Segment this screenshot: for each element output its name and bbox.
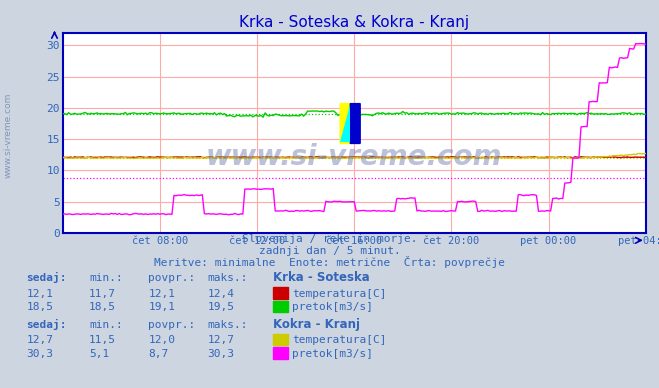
Text: povpr.:: povpr.: (148, 320, 196, 330)
Text: 18,5: 18,5 (26, 302, 53, 312)
Text: maks.:: maks.: (208, 273, 248, 283)
Text: Kokra - Kranj: Kokra - Kranj (273, 318, 360, 331)
Text: 12,7: 12,7 (26, 335, 53, 345)
Text: 30,3: 30,3 (208, 349, 235, 359)
Text: 12,1: 12,1 (148, 289, 175, 299)
Text: 11,5: 11,5 (89, 335, 116, 345)
Text: 30,3: 30,3 (26, 349, 53, 359)
Text: min.:: min.: (89, 320, 123, 330)
Text: 8,7: 8,7 (148, 349, 169, 359)
Text: 12,1: 12,1 (26, 289, 53, 299)
Text: sedaj:: sedaj: (26, 272, 67, 283)
Text: 11,7: 11,7 (89, 289, 116, 299)
Text: povpr.:: povpr.: (148, 273, 196, 283)
Text: 19,1: 19,1 (148, 302, 175, 312)
Text: www.si-vreme.com: www.si-vreme.com (206, 143, 502, 171)
Text: min.:: min.: (89, 273, 123, 283)
Text: pretok[m3/s]: pretok[m3/s] (292, 349, 373, 359)
Text: www.si-vreme.com: www.si-vreme.com (4, 93, 13, 178)
Polygon shape (340, 105, 350, 142)
Text: 5,1: 5,1 (89, 349, 109, 359)
Text: temperatura[C]: temperatura[C] (292, 335, 386, 345)
Text: maks.:: maks.: (208, 320, 248, 330)
Text: zadnji dan / 5 minut.: zadnji dan / 5 minut. (258, 246, 401, 256)
FancyBboxPatch shape (339, 103, 351, 144)
Text: 19,5: 19,5 (208, 302, 235, 312)
FancyBboxPatch shape (349, 103, 361, 144)
Text: sedaj:: sedaj: (26, 319, 67, 330)
Text: 12,7: 12,7 (208, 335, 235, 345)
Text: 12,4: 12,4 (208, 289, 235, 299)
Text: 12,0: 12,0 (148, 335, 175, 345)
Title: Krka - Soteska & Kokra - Kranj: Krka - Soteska & Kokra - Kranj (239, 16, 469, 30)
Text: Meritve: minimalne  Enote: metrične  Črta: povprečje: Meritve: minimalne Enote: metrične Črta:… (154, 256, 505, 268)
Text: pretok[m3/s]: pretok[m3/s] (292, 302, 373, 312)
Text: 18,5: 18,5 (89, 302, 116, 312)
Text: temperatura[C]: temperatura[C] (292, 289, 386, 299)
Text: Slovenija / reke in morje.: Slovenija / reke in morje. (242, 234, 417, 244)
Text: Krka - Soteska: Krka - Soteska (273, 271, 370, 284)
